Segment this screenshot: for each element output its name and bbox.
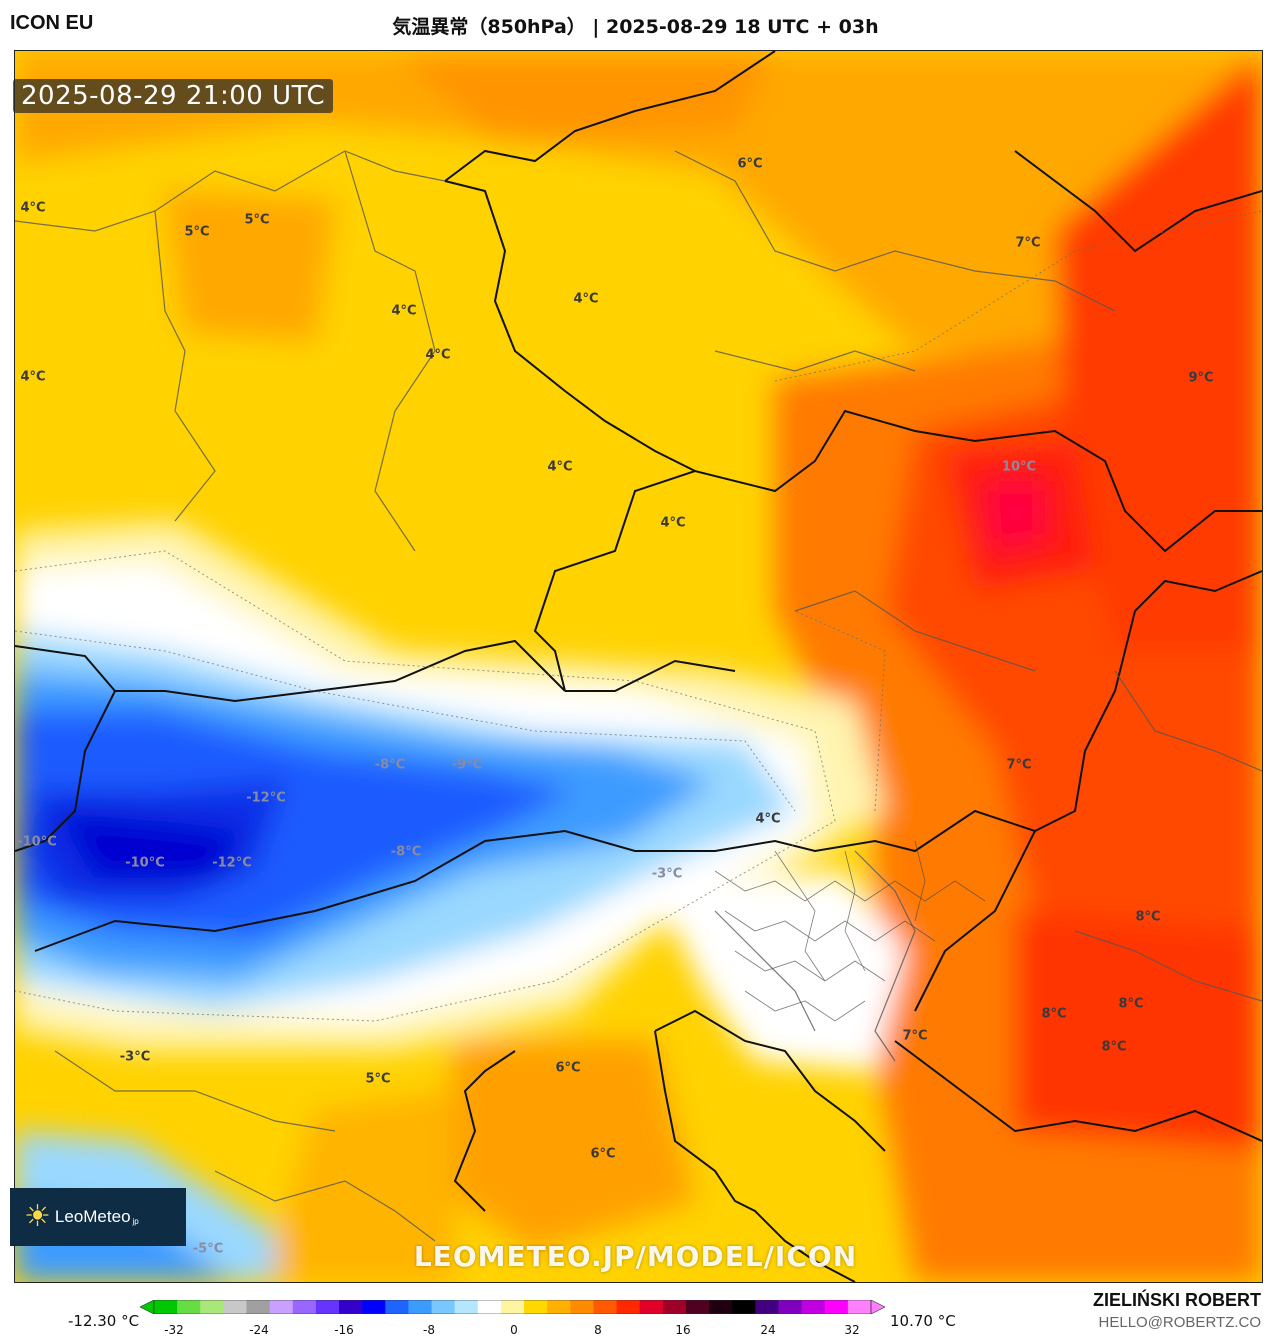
- legend-swatch: [524, 1300, 548, 1314]
- isotherm-label: 9°C: [1188, 370, 1214, 386]
- isotherm-label: 7°C: [902, 1028, 928, 1044]
- legend-tick: 24: [760, 1323, 776, 1337]
- isotherm-label: 7°C: [1015, 235, 1041, 251]
- isotherm-label: -8°C: [390, 844, 422, 860]
- legend-swatch: [477, 1300, 502, 1314]
- legend-swatch: [246, 1300, 271, 1314]
- legend-swatch: [454, 1300, 479, 1314]
- legend-max-arrow: [870, 1300, 885, 1314]
- isotherm-label: 4°C: [20, 369, 46, 385]
- isotherm-label: -3°C: [651, 866, 683, 882]
- legend-swatch: [339, 1300, 363, 1314]
- legend-swatch: [315, 1300, 340, 1314]
- isotherm-label: -8°C: [374, 757, 406, 773]
- legend-swatch: [200, 1300, 224, 1314]
- isotherm-label: -5°C: [192, 1241, 224, 1257]
- legend-swatch: [431, 1300, 456, 1314]
- isotherm-label: 4°C: [425, 347, 451, 363]
- legend-swatch: [593, 1300, 618, 1314]
- legend-min-arrow: [140, 1300, 155, 1314]
- author-email[interactable]: HELLO@ROBERTZ.CO: [1098, 1314, 1261, 1331]
- isotherm-label: -12°C: [212, 855, 252, 871]
- legend-swatch: [177, 1300, 201, 1314]
- sun-icon: ☀: [24, 1200, 51, 1233]
- isotherm-label: 4°C: [660, 515, 686, 531]
- legend-tick: -24: [249, 1323, 269, 1337]
- isotherm-label: 5°C: [365, 1071, 391, 1087]
- isotherm-label: 4°C: [755, 811, 781, 827]
- isotherm-label: -12°C: [246, 790, 286, 806]
- isotherm-label: 6°C: [737, 156, 763, 172]
- legend-tick: -8: [423, 1323, 435, 1337]
- logo-text: LeoMeteo: [54, 1207, 131, 1226]
- isotherm-label: 8°C: [1101, 1039, 1127, 1055]
- map-view[interactable]: 6°C 5°C 5°C 4°C 4°C 4°C 4°C 4°C 4°C 4°C …: [14, 50, 1263, 1283]
- legend-swatch: [755, 1300, 779, 1314]
- legend-swatch: [362, 1300, 386, 1314]
- valid-time-badge: 2025-08-29 21:00 UTC: [13, 79, 334, 113]
- isotherm-label: 7°C: [1006, 757, 1032, 773]
- isotherm-label: 4°C: [20, 200, 46, 216]
- legend-swatch: [685, 1300, 710, 1314]
- isotherm-label: 4°C: [573, 291, 599, 307]
- legend-swatch: [639, 1300, 664, 1314]
- isotherm-label: 8°C: [1118, 996, 1144, 1012]
- legend-swatch: [801, 1300, 826, 1314]
- legend-swatch: [292, 1300, 317, 1314]
- isotherm-label: 6°C: [590, 1146, 616, 1162]
- legend-swatch: [154, 1300, 178, 1314]
- legend-swatch: [269, 1300, 294, 1314]
- isotherm-label: 8°C: [1041, 1006, 1067, 1022]
- legend-tick: 8: [594, 1323, 602, 1337]
- logo-suffix: jp: [132, 1216, 139, 1226]
- legend-swatch: [408, 1300, 433, 1314]
- legend-swatch: [223, 1300, 248, 1314]
- isotherm-label: 10°C: [1001, 459, 1037, 475]
- isotherm-label: -10°C: [125, 855, 165, 871]
- legend-swatch: [500, 1300, 525, 1314]
- leometeo-logo[interactable]: ☀ LeoMeteo jp: [10, 1188, 186, 1246]
- legend-tick: -16: [334, 1323, 354, 1337]
- isotherm-label: 5°C: [184, 224, 210, 240]
- legend-swatch: [732, 1300, 756, 1314]
- legend-tick: 0: [510, 1323, 518, 1337]
- isotherm-label: -9°C: [451, 757, 483, 773]
- site-watermark: LEOMETEO.JP/MODEL/ICON: [413, 1240, 858, 1273]
- isotherm-label: 6°C: [555, 1060, 581, 1076]
- legend-border: [153, 1300, 872, 1314]
- legend-swatch: [547, 1300, 571, 1314]
- legend-min-label: -12.30 °C: [68, 1312, 140, 1330]
- isotherm-label: 8°C: [1135, 909, 1161, 925]
- model-name: ICON EU: [10, 12, 94, 34]
- anomaly-field: [15, 51, 1262, 1282]
- color-legend-bar: [140, 1300, 885, 1314]
- legend-tick: -32: [164, 1323, 184, 1337]
- map-title: 気温異常（850hPa） | 2025-08-29 18 UTC + 03h: [392, 16, 879, 38]
- legend-swatch: [662, 1300, 687, 1314]
- isotherm-label: 4°C: [547, 459, 573, 475]
- legend-swatch: [709, 1300, 733, 1314]
- isotherm-label: 4°C: [391, 303, 417, 319]
- legend-swatch: [847, 1300, 872, 1314]
- author-name: ZIELIŃSKI ROBERT: [1092, 1290, 1261, 1310]
- legend-swatch: [385, 1300, 409, 1314]
- legend-swatch: [616, 1300, 641, 1314]
- legend-swatch: [778, 1300, 803, 1314]
- legend-max-label: 10.70 °C: [890, 1312, 956, 1330]
- legend-tick: 16: [675, 1323, 691, 1337]
- isotherm-label: 5°C: [244, 212, 270, 228]
- legend-swatch: [824, 1300, 849, 1314]
- isotherm-label: -3°C: [119, 1049, 151, 1065]
- legend-tick: 32: [844, 1323, 860, 1337]
- legend-swatch: [570, 1300, 594, 1314]
- isotherm-label: -10°C: [17, 834, 57, 850]
